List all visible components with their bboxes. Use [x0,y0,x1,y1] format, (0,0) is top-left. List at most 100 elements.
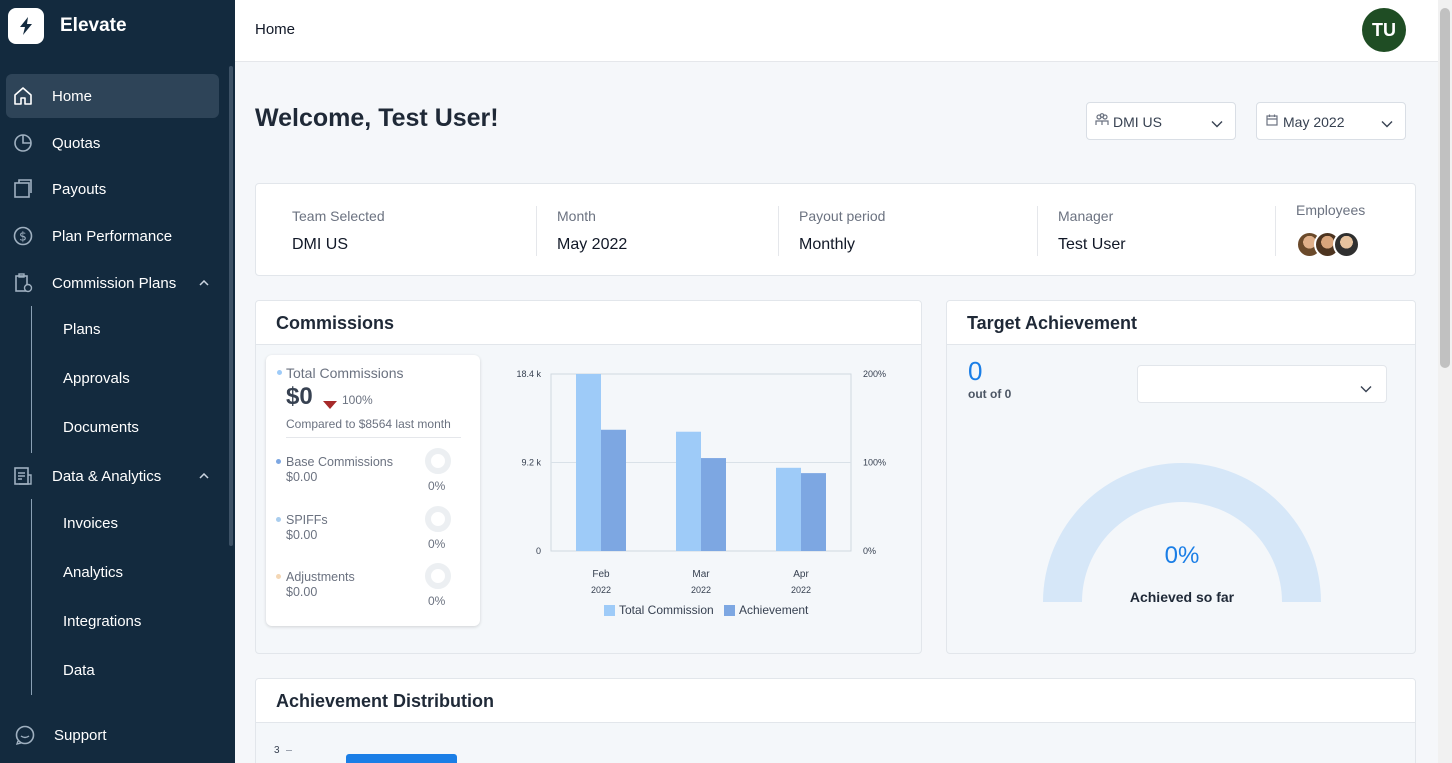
sidebar-subitem-approvals[interactable]: Approvals [63,370,130,387]
sidebar-subitem-plans[interactable]: Plans [63,321,101,338]
month-select[interactable]: May 2022 [1256,102,1406,140]
sidebar-item-label: Commission Plans [52,274,177,292]
chevron-down-icon [1360,380,1372,398]
spiffs-label: SPIFFs [286,513,328,527]
sidebar-item-support[interactable]: Support [8,713,221,757]
chevron-up-icon [199,277,209,289]
chat-support-icon [14,724,36,746]
target-filter-select[interactable] [1137,365,1387,403]
sidebar-subitem-invoices[interactable]: Invoices [63,515,119,532]
sidebar-subitem-documents[interactable]: Documents [63,419,139,436]
team-label: Team Selected [292,208,385,224]
panel-header: Achievement Distribution [256,679,1415,723]
chevron-down-icon [1211,115,1223,131]
x-tick-label: 2022 [691,585,711,595]
home-icon [12,85,34,107]
commissions-bar-chart: 0 0% 9.2 k 100% 18.4 k 200% Feb 2022 Mar 2022 Apr 2… [516,369,886,617]
gauge-label: Achieved so far [1129,589,1235,605]
adjustments-pct: 0% [428,594,446,608]
bar-total-commission [776,467,801,551]
top-bar: Home TU [235,0,1438,62]
bar-total-commission [576,374,601,551]
bar-achievement [601,429,626,551]
base-commissions-pct: 0% [428,479,446,493]
target-title: Target Achievement [967,313,1138,333]
sidebar-item-label: Support [54,726,107,744]
y-right-tick-label: 100% [863,458,886,468]
adjustments-label: Adjustments [286,570,355,584]
manager-label: Manager [1058,208,1114,224]
divider [778,206,779,256]
page-title: Welcome, Test User! [255,104,499,132]
legend-dot [276,574,281,579]
panel-header: Target Achievement [947,301,1415,345]
sidebar-item-label: Quotas [52,134,101,152]
y-right-tick-label: 200% [863,369,886,379]
legend-dot [276,517,281,522]
employee-avatar[interactable] [1333,231,1360,258]
submenu-line [31,499,32,695]
dollar-circle-icon: $ [12,225,34,247]
page-scrollbar[interactable] [1438,0,1452,763]
team-select-value: DMI US [1113,114,1162,130]
sidebar-item-data-analytics[interactable]: Data & Analytics [6,454,219,498]
report-icon [12,465,34,487]
team-select[interactable]: DMI US [1086,102,1236,140]
calendar-icon [1265,113,1279,130]
employees-label: Employees [1296,202,1366,218]
payout-period-value: Monthly [799,236,856,253]
chevron-up-icon [199,470,209,482]
base-commissions-value: $0.00 [286,470,318,484]
sidebar-subitem-data[interactable]: Data [63,662,95,679]
legend-swatch [604,605,615,616]
bar-total-commission [676,431,701,551]
bar-achievement [801,473,826,551]
y-tick-label: 3 [274,745,280,756]
manager-value: Test User [1058,236,1126,253]
wallet-icon [12,178,34,200]
distribution-bar [346,754,457,763]
sidebar-item-home[interactable]: Home [6,74,219,118]
sidebar-item-label: Home [52,87,93,105]
team-icon [1095,113,1109,130]
x-tick-label: Apr [793,569,809,580]
donut-ring [425,506,451,532]
sidebar-subitem-integrations[interactable]: Integrations [63,613,142,630]
achievement-gauge [1043,463,1321,602]
down-arrow-icon [323,396,337,414]
scroll-thumb[interactable] [1440,8,1450,368]
adjustments-value: $0.00 [286,585,318,599]
base-commissions-label: Base Commissions [286,455,393,469]
compared-text: Compared to $8564 last month [286,417,451,431]
sidebar-item-label: Payouts [52,180,107,198]
sidebar-scrollbar[interactable] [229,66,233,546]
payout-period-label: Payout period [799,208,886,224]
gauge-value: 0% [1164,542,1200,569]
legend-swatch [724,605,735,616]
spiffs-pct: 0% [428,537,446,551]
total-commissions-value: $0 [286,383,313,410]
target-achievement-panel: Target Achievement 0 out of 0 0% Achieve… [946,300,1416,654]
team-value: DMI US [292,236,348,253]
user-avatar[interactable]: TU [1362,8,1406,52]
month-select-value: May 2022 [1283,114,1345,130]
legend-dot [276,459,281,464]
donut-ring [425,563,451,589]
breadcrumb[interactable]: Home [255,21,296,38]
sidebar-subitem-analytics[interactable]: Analytics [63,564,124,581]
sidebar-item-payouts[interactable]: Payouts [6,167,219,211]
sidebar-item-commission-plans[interactable]: Commission Plans [6,261,219,305]
commissions-title: Commissions [276,313,395,333]
total-commissions-label: Total Commissions [286,365,404,381]
app-name: Elevate [60,15,127,36]
sidebar-item-plan-performance[interactable]: $ Plan Performance [6,214,219,258]
clipboard-icon [12,272,34,294]
y-left-tick-label: 9.2 k [521,458,541,468]
sidebar-item-quotas[interactable]: Quotas [6,121,219,165]
spiffs-value: $0.00 [286,528,318,542]
tick-mark [286,750,292,751]
achievement-count: 0 [968,356,983,386]
brand[interactable]: Elevate [8,8,127,44]
bolt-logo-icon [8,8,44,44]
y-left-tick-label: 18.4 k [516,369,541,379]
